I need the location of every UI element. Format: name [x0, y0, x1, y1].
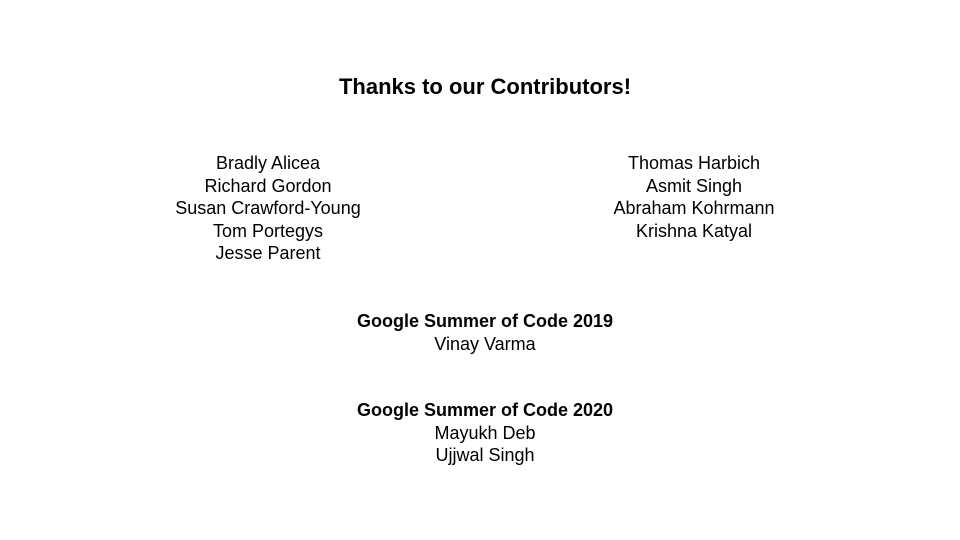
gsoc-2019-section: Google Summer of Code 2019 Vinay Varma: [0, 310, 960, 355]
gsoc-contributor-name: Vinay Varma: [434, 333, 536, 354]
contributors-right-column: Thomas Harbich Asmit Singh Abraham Kohrm…: [524, 152, 864, 242]
gsoc-2019-heading: Google Summer of Code 2019: [356, 311, 614, 331]
gsoc-2020-heading: Google Summer of Code 2020: [356, 400, 614, 420]
contributor-name: Tom Portegys: [212, 220, 324, 241]
gsoc-contributor-name: Ujjwal Singh: [435, 445, 535, 465]
contributor-name: Thomas Harbich: [627, 153, 761, 173]
contributor-name: Bradly Alicea: [215, 153, 321, 173]
contributor-name: Abraham Kohrmann: [613, 198, 775, 218]
contributor-name: Richard Gordon: [204, 175, 332, 196]
gsoc-2019-names: Vinay Varma: [0, 333, 960, 356]
gsoc-2020-section: Google Summer of Code 2020 Mayukh Deb Uj…: [0, 399, 960, 467]
contributor-name: Susan Crawford-Young: [175, 198, 361, 218]
contributor-name: Jesse Parent: [215, 243, 321, 263]
contributor-name: Krishna Katyal: [635, 220, 753, 241]
contributors-left-column: Bradly Alicea Richard Gordon Susan Crawf…: [98, 152, 438, 265]
contributor-name: Asmit Singh: [645, 175, 743, 196]
gsoc-contributor-name: Mayukh Deb: [434, 422, 536, 443]
page-title: Thanks to our Contributors!: [338, 74, 632, 99]
gsoc-2020-names: Mayukh Deb Ujjwal Singh: [0, 422, 960, 467]
